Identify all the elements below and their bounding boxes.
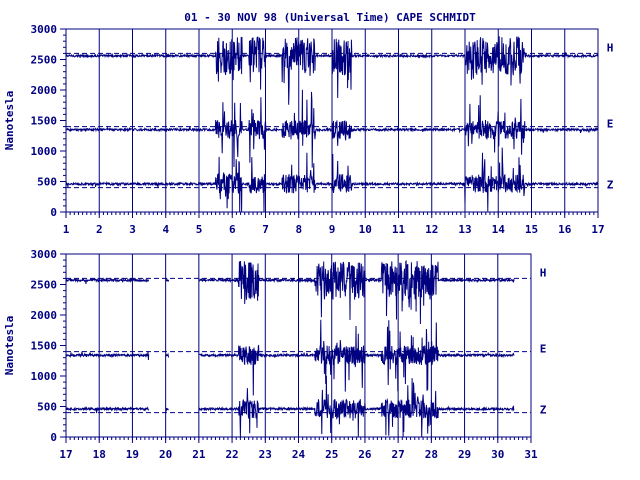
y-tick-label: 2500: [31, 54, 58, 67]
x-tick-label: 3: [129, 223, 136, 236]
y-tick-label: 0: [50, 206, 57, 219]
x-tick-label: 11: [392, 223, 406, 236]
x-tick-label: 28: [425, 448, 438, 461]
series-label-h: H: [607, 41, 614, 54]
trace-e: [65, 319, 515, 396]
x-tick-label: 20: [159, 448, 172, 461]
x-tick-label: 9: [329, 223, 336, 236]
x-tick-label: 19: [126, 448, 139, 461]
y-tick-label: 1000: [31, 370, 58, 383]
series-label-z: Z: [540, 404, 547, 417]
y-tick-label: 1500: [31, 115, 58, 128]
x-tick-label: 17: [591, 223, 604, 236]
x-tick-label: 26: [358, 448, 372, 461]
x-tick-label: 14: [492, 223, 506, 236]
y-tick-label: 1000: [31, 145, 58, 158]
x-tick-label: 12: [425, 223, 438, 236]
series-label-e: E: [607, 118, 614, 131]
y-tick-label: 0: [50, 431, 57, 444]
panel-1: 1 2 3 4 5 6 7 8 9 10 11 12 13 14 15 16 17050010001500200…: [3, 23, 614, 236]
y-axis-label: Nanotesla: [3, 91, 16, 151]
trace-z: [65, 147, 599, 213]
y-tick-label: 2000: [31, 309, 58, 322]
y-tick-label: 3000: [31, 248, 58, 261]
panel-2: 17 18 19 20 21 22 23 24 25 26 27 28 29 30 31 0 500 1000 15…: [3, 248, 547, 461]
y-tick-label: 3000: [31, 23, 58, 36]
y-tick-label: 2000: [31, 84, 58, 97]
trace-h: [65, 36, 599, 105]
series-label-e: E: [540, 343, 547, 356]
x-tick-label: 27: [392, 448, 405, 461]
trace-z: [65, 375, 515, 438]
x-tick-label: 22: [225, 448, 238, 461]
trace-h: [65, 259, 515, 325]
x-tick-label: 17: [59, 448, 72, 461]
x-tick-label: 24: [292, 448, 306, 461]
series-label-h: H: [540, 266, 547, 279]
x-tick-label: 29: [458, 448, 471, 461]
x-tick-label: 4: [162, 223, 169, 236]
x-tick-label: 8: [295, 223, 302, 236]
y-tick-label: 2500: [31, 279, 58, 292]
x-tick-label: 6: [229, 223, 236, 236]
y-tick-label: 500: [37, 176, 57, 189]
x-tick-label: 1: [63, 223, 70, 236]
chart-title: 01 - 30 NOV 98 (Universal Time) CAPE SCH…: [184, 11, 476, 24]
x-tick-label: 16: [558, 223, 572, 236]
x-tick-label: 5: [196, 223, 203, 236]
x-tick-label: 18: [93, 448, 106, 461]
trace-e: [65, 89, 599, 168]
x-tick-label: 21: [192, 448, 206, 461]
x-tick-label: 10: [359, 223, 372, 236]
x-tick-label: 7: [262, 223, 269, 236]
y-axis-label: Nanotesla: [3, 316, 16, 376]
x-tick-label: 31: [524, 448, 538, 461]
x-tick-label: 23: [259, 448, 272, 461]
x-tick-label: 25: [325, 448, 338, 461]
y-tick-label: 1500: [31, 340, 58, 353]
x-tick-label: 13: [458, 223, 471, 236]
x-tick-label: 30: [491, 448, 504, 461]
x-tick-label: 2: [96, 223, 103, 236]
y-tick-label: 500: [37, 401, 57, 414]
x-tick-label: 15: [525, 223, 538, 236]
series-label-z: Z: [607, 179, 614, 192]
